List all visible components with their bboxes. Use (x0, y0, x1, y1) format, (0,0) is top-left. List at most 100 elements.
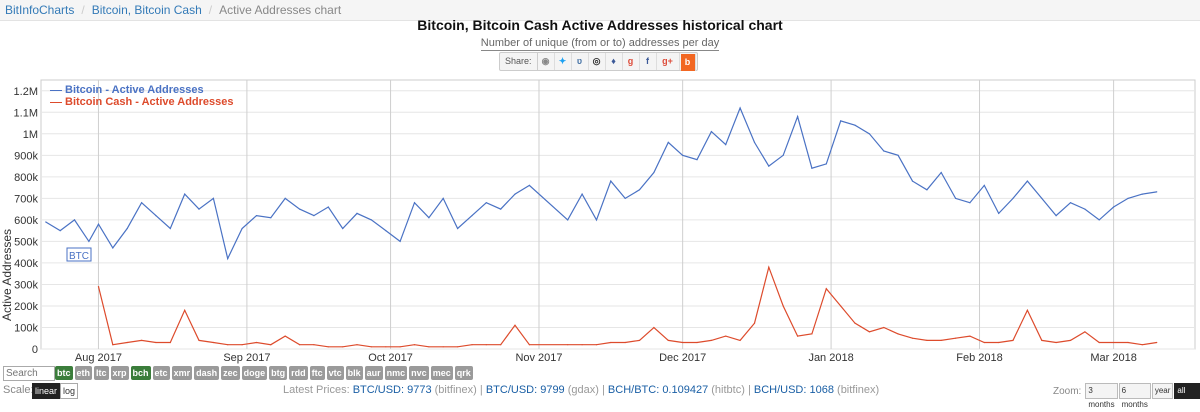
coin-button-ftc[interactable]: ftc (309, 366, 325, 380)
data-point (868, 331, 871, 333)
legend: Bitcoin - Active Addresses Bitcoin Cash … (50, 84, 234, 108)
coin-button-nmc[interactable]: nmc (384, 366, 408, 380)
plot-border (40, 79, 1196, 350)
y-tick-label: 1.1M (14, 107, 38, 119)
axes: 0 100k 200k 300k 400k 500k 600k 700k 800k 900k 1M 1… (14, 86, 1137, 364)
price-link[interactable]: BTC/USD: 9773 (352, 384, 432, 396)
data-point (1113, 341, 1115, 344)
blogger-icon[interactable]: b (680, 54, 696, 71)
search-input[interactable] (3, 366, 55, 381)
weibo-icon[interactable]: ◎ (589, 53, 606, 70)
google-plus-icon[interactable]: g (623, 53, 640, 70)
data-point (567, 219, 569, 221)
data-point (1127, 197, 1129, 199)
data-point (811, 333, 813, 335)
data-point (442, 197, 444, 199)
coin-button-xmr[interactable]: xmr (171, 366, 193, 380)
data-point (1069, 339, 1072, 341)
x-tick-label: Nov 2017 (515, 352, 562, 364)
data-point (155, 215, 157, 217)
data-point (811, 167, 813, 169)
y-tick-label: 500k (14, 236, 38, 248)
data-point (638, 339, 641, 341)
price-separator: | (744, 384, 754, 396)
data-point (241, 227, 243, 230)
data-point (1127, 341, 1129, 344)
data-point (255, 215, 258, 217)
data-point (413, 344, 416, 346)
data-point (112, 344, 114, 346)
data-point (112, 247, 114, 249)
facebook-icon[interactable]: f (640, 53, 657, 70)
data-point (457, 227, 459, 230)
data-point (212, 341, 214, 344)
data-point (356, 212, 358, 214)
vk-icon[interactable]: ʋ (572, 53, 589, 70)
coin-button-etc[interactable]: etc (152, 366, 170, 380)
data-point (241, 344, 243, 346)
data-point (969, 335, 971, 337)
reddit-icon[interactable]: ◉ (538, 53, 555, 70)
data-point (1069, 202, 1072, 204)
price-link[interactable]: BCH/BTC: 0.109427 (607, 384, 709, 396)
breadcrumb-home-link[interactable]: BitInfoCharts (5, 3, 75, 17)
coin-button-doge[interactable]: doge (241, 366, 268, 380)
twitter-icon[interactable]: ✦ (555, 53, 572, 70)
data-point (255, 341, 258, 344)
coin-button-aur[interactable]: aur (364, 366, 383, 380)
price-source: (hitbtc) (708, 384, 745, 396)
data-point (1141, 193, 1143, 195)
like-icon[interactable]: ♦ (606, 53, 623, 70)
breadcrumb-section-link[interactable]: Bitcoin, Bitcoin Cash (91, 3, 202, 17)
price-link[interactable]: BCH/USD: 1068 (753, 384, 834, 396)
data-point (1055, 215, 1057, 217)
coin-button-vtc[interactable]: vtc (326, 366, 344, 380)
coin-button-mec[interactable]: mec (430, 366, 453, 380)
data-point (1141, 344, 1143, 346)
data-point (825, 163, 827, 165)
coin-button-btc[interactable]: btc (55, 366, 73, 380)
zoom-3-months-button[interactable]: 3 months (1085, 383, 1118, 409)
coin-button-xrp[interactable]: xrp (110, 366, 129, 380)
coin-button-nvc[interactable]: nvc (409, 366, 429, 380)
legend-item-bch[interactable]: Bitcoin Cash - Active Addresses (50, 96, 234, 108)
zoom-year-button[interactable]: year (1151, 383, 1174, 399)
coin-button-zec[interactable]: zec (221, 366, 240, 380)
price-source: (gdax) (564, 384, 599, 396)
data-point (969, 202, 971, 204)
scale-log-button[interactable]: log (60, 383, 79, 399)
data-point (883, 326, 885, 329)
data-point (1012, 197, 1014, 199)
data-point (141, 339, 143, 341)
coin-button-rdd[interactable]: rdd (289, 366, 308, 380)
coin-button-eth[interactable]: eth (74, 366, 92, 380)
grid (40, 79, 1196, 350)
zoom-controls: Zoom: 3 months 6 months year all time (1053, 383, 1200, 409)
data-point (212, 197, 214, 199)
data-point (595, 344, 598, 346)
coin-button-dash[interactable]: dash (194, 366, 220, 380)
coin-button-blk[interactable]: blk (345, 366, 363, 380)
data-point (840, 305, 842, 307)
data-point (198, 339, 200, 341)
zoom-6-months-button[interactable]: 6 months (1118, 383, 1151, 409)
price-link[interactable]: BTC/USD: 9799 (485, 384, 565, 396)
data-point (696, 341, 698, 344)
scale-linear-button[interactable]: linear (32, 383, 61, 399)
data-point (1084, 331, 1086, 333)
data-point (581, 344, 583, 346)
share-bar: Share: ◉ ✦ ʋ ◎ ♦ g f g+ b (499, 52, 698, 71)
x-tick-label: Mar 2018 (1090, 352, 1136, 364)
data-point (399, 240, 401, 242)
legend-item-btc[interactable]: Bitcoin - Active Addresses (50, 84, 234, 96)
coin-button-btg[interactable]: btg (269, 366, 288, 380)
google-plus-one-icon[interactable]: g+ (657, 53, 680, 70)
subtitle-text: Number of unique (from or to) addresses … (480, 37, 720, 51)
chart-area: 0 100k 200k 300k 400k 500k 600k 700k 800k 900k 1M 1… (0, 79, 1196, 364)
data-point (911, 180, 914, 182)
zoom-all-time-button[interactable]: all time (1174, 383, 1200, 409)
coin-button-bch[interactable]: bch (130, 366, 151, 380)
coin-button-qrk[interactable]: qrk (454, 366, 473, 380)
x-tick-label: Dec 2017 (659, 352, 706, 364)
coin-button-ltc[interactable]: ltc (94, 366, 109, 380)
